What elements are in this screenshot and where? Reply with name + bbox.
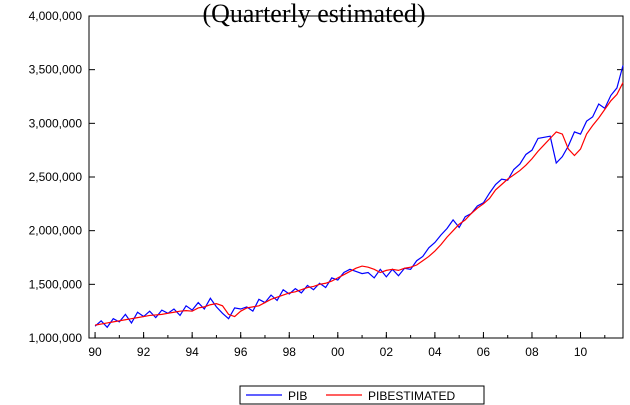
series-lines bbox=[94, 65, 624, 329]
axes: 1,000,000 1,500,000 2,000,000 2,500,000 3,00… bbox=[29, 9, 624, 359]
y-tick-label: 2,500,000 bbox=[29, 170, 83, 184]
y-tick-label: 1,000,000 bbox=[29, 331, 83, 345]
x-tick-label: 00 bbox=[331, 345, 345, 359]
legend-label-pib: PIB bbox=[288, 389, 307, 403]
x-tick-label: 08 bbox=[525, 345, 539, 359]
x-tick-label: 98 bbox=[283, 345, 297, 359]
chart-title: (Quarterly estimated) bbox=[202, 0, 425, 28]
y-tick-label: 2,000,000 bbox=[29, 224, 83, 238]
x-tick-label: 92 bbox=[137, 345, 151, 359]
plot-frame bbox=[88, 15, 624, 339]
y-tick-label: 1,500,000 bbox=[29, 277, 83, 291]
x-tick-label: 06 bbox=[477, 345, 491, 359]
x-tick-label: 04 bbox=[428, 345, 442, 359]
series-line-pib bbox=[94, 65, 624, 329]
y-tick-label: 4,000,000 bbox=[29, 9, 83, 23]
x-tick-label: 94 bbox=[185, 345, 199, 359]
series-line-pibestimated bbox=[94, 82, 624, 326]
x-tick-label: 90 bbox=[88, 345, 102, 359]
y-tick-label: 3,000,000 bbox=[29, 116, 83, 130]
legend-label-pibestimated: PIBESTIMATED bbox=[368, 389, 455, 403]
y-tick-label: 3,500,000 bbox=[29, 63, 83, 77]
x-tick-label: 02 bbox=[380, 345, 394, 359]
x-tick-label: 10 bbox=[574, 345, 588, 359]
x-tick-label: 96 bbox=[234, 345, 248, 359]
legend: PIB PIBESTIMATED bbox=[239, 385, 485, 405]
